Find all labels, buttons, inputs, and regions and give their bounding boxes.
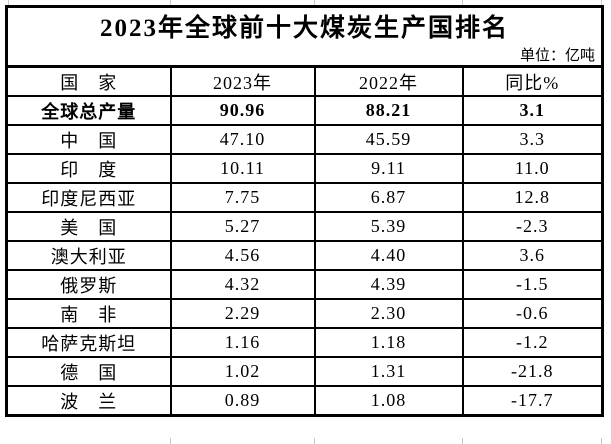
country-cell: 中 国 bbox=[5, 124, 172, 155]
table-title: 2023年全球前十大煤炭生产国排名 bbox=[5, 5, 604, 44]
value-2023-cell: 90.96 bbox=[169, 95, 316, 126]
value-2023-cell: 0.89 bbox=[169, 385, 316, 417]
gridline-stub bbox=[170, 438, 171, 444]
table-row: 波 兰 0.89 1.08 -17.7 bbox=[5, 385, 604, 417]
yoy-cell: -17.7 bbox=[461, 385, 604, 417]
coal-production-table: 2023年全球前十大煤炭生产国排名 单位：亿吨 国 家 2023年 2022年 同比%… bbox=[5, 5, 605, 417]
table-row: 全球总产量 90.96 88.21 3.1 bbox=[5, 95, 604, 126]
column-header-2: 2022年 bbox=[313, 65, 464, 97]
yoy-cell: -2.3 bbox=[461, 211, 604, 242]
table-row: 中 国 47.10 45.59 3.3 bbox=[5, 124, 604, 155]
gridline-stub bbox=[170, 0, 171, 6]
column-header-0: 国 家 bbox=[5, 65, 172, 97]
unit-note: 单位：亿吨 bbox=[5, 44, 604, 68]
table-row: 南 非 2.29 2.30 -0.6 bbox=[5, 298, 604, 329]
gridline-stub bbox=[8, 0, 9, 6]
value-2022-cell: 9.11 bbox=[313, 153, 464, 184]
gridline-stub bbox=[601, 438, 602, 444]
value-2023-cell: 10.11 bbox=[169, 153, 316, 184]
table-row: 印 度 10.11 9.11 11.0 bbox=[5, 153, 604, 184]
value-2022-cell: 6.87 bbox=[313, 182, 464, 213]
value-2023-cell: 1.02 bbox=[169, 356, 316, 387]
table-row: 俄罗斯 4.32 4.39 -1.5 bbox=[5, 269, 604, 300]
value-2023-cell: 7.75 bbox=[169, 182, 316, 213]
header-row: 国 家 2023年 2022年 同比% bbox=[5, 65, 604, 97]
value-2022-cell: 1.31 bbox=[313, 356, 464, 387]
country-cell: 印 度 bbox=[5, 153, 172, 184]
gridline-stub bbox=[601, 0, 602, 6]
country-cell: 印度尼西亚 bbox=[5, 182, 172, 213]
yoy-cell: 3.6 bbox=[461, 240, 604, 271]
value-2022-cell: 4.39 bbox=[313, 269, 464, 300]
value-2022-cell: 2.30 bbox=[313, 298, 464, 329]
gridline-stub bbox=[462, 438, 463, 444]
table-row: 德 国 1.02 1.31 -21.8 bbox=[5, 356, 604, 387]
value-2022-cell: 1.08 bbox=[313, 385, 464, 417]
column-header-3: 同比% bbox=[461, 65, 604, 97]
value-2022-cell: 5.39 bbox=[313, 211, 464, 242]
yoy-cell: -1.5 bbox=[461, 269, 604, 300]
gridline-stub bbox=[314, 438, 315, 444]
country-cell: 俄罗斯 bbox=[5, 269, 172, 300]
value-2023-cell: 5.27 bbox=[169, 211, 316, 242]
value-2022-cell: 1.18 bbox=[313, 327, 464, 358]
column-header-1: 2023年 bbox=[169, 65, 316, 97]
table-row: 美 国 5.27 5.39 -2.3 bbox=[5, 211, 604, 242]
yoy-cell: 3.3 bbox=[461, 124, 604, 155]
country-cell: 美 国 bbox=[5, 211, 172, 242]
yoy-cell: -1.2 bbox=[461, 327, 604, 358]
value-2022-cell: 88.21 bbox=[313, 95, 464, 126]
yoy-cell: 11.0 bbox=[461, 153, 604, 184]
gridline-stub bbox=[462, 0, 463, 6]
unit-row: 单位：亿吨 bbox=[5, 44, 604, 68]
country-cell: 德 国 bbox=[5, 356, 172, 387]
country-cell: 哈萨克斯坦 bbox=[5, 327, 172, 358]
value-2023-cell: 4.56 bbox=[169, 240, 316, 271]
table-row: 哈萨克斯坦 1.16 1.18 -1.2 bbox=[5, 327, 604, 358]
country-cell: 全球总产量 bbox=[5, 95, 172, 126]
table-row: 澳大利亚 4.56 4.40 3.6 bbox=[5, 240, 604, 271]
country-cell: 澳大利亚 bbox=[5, 240, 172, 271]
yoy-cell: 12.8 bbox=[461, 182, 604, 213]
table-row: 印度尼西亚 7.75 6.87 12.8 bbox=[5, 182, 604, 213]
yoy-cell: 3.1 bbox=[461, 95, 604, 126]
country-cell: 南 非 bbox=[5, 298, 172, 329]
value-2023-cell: 4.32 bbox=[169, 269, 316, 300]
title-row: 2023年全球前十大煤炭生产国排名 bbox=[5, 5, 604, 44]
gridline-stub bbox=[314, 0, 315, 6]
value-2022-cell: 4.40 bbox=[313, 240, 464, 271]
value-2023-cell: 47.10 bbox=[169, 124, 316, 155]
value-2023-cell: 1.16 bbox=[169, 327, 316, 358]
value-2023-cell: 2.29 bbox=[169, 298, 316, 329]
value-2022-cell: 45.59 bbox=[313, 124, 464, 155]
country-cell: 波 兰 bbox=[5, 385, 172, 417]
yoy-cell: -21.8 bbox=[461, 356, 604, 387]
yoy-cell: -0.6 bbox=[461, 298, 604, 329]
